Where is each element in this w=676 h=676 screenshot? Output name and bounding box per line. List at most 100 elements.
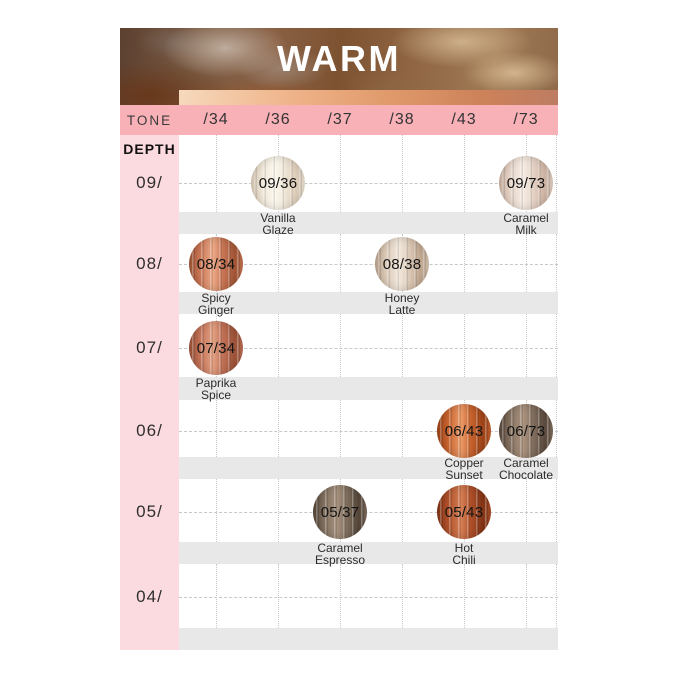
shade-swatch-06-73[interactable]: 06/73 [499,404,553,458]
depth-row-label: 05/ [136,502,163,521]
tone-column-label: /34 [203,111,229,128]
column-guide-dotted-line [340,564,341,628]
column-guide-dotted-line [340,135,341,212]
shade-name-band [179,292,558,314]
shade-name-line: Chili [452,552,476,567]
column-guide-dotted-line [216,564,217,628]
swatch-code-label: 08/38 [382,255,422,273]
column-guide-dotted-line [402,479,403,542]
shade-grid: 09/36 Vanilla Glaze 09/73 Caramel Milk 08/34 Sp… [179,135,558,650]
page-title: WARM [277,38,401,79]
swatch-code-label: 06/43 [444,422,484,440]
column-guide-dotted-line [526,564,527,628]
shade-name-label: Paprika Spice [168,376,264,402]
shade-swatch-05-43[interactable]: 05/43 [437,485,491,539]
shade-name-band [179,377,558,400]
shade-name-line: Caramel [317,541,363,555]
row-guide-dashed-line [179,597,558,598]
shade-name-line: Spice [200,387,232,402]
column-guide-dotted-line [402,564,403,628]
tone-row-label: TONE [126,112,173,128]
swatch-code-label: 05/43 [444,503,484,521]
swatch-code-label: 09/73 [506,174,546,192]
shade-name-band [179,212,558,234]
depth-column: DEPTH 09/08/07/06/05/04/ [120,135,179,650]
row-guide-dashed-line [179,348,558,349]
shade-swatch-09-73[interactable]: 09/73 [499,156,553,210]
shade-name-line: Espresso [314,552,366,567]
shade-swatch-06-43[interactable]: 06/43 [437,404,491,458]
column-guide-dotted-line [526,314,527,377]
row-guide-dashed-line [179,264,558,265]
column-guide-dotted-line [556,135,557,212]
column-guide-dotted-line [216,400,217,457]
shade-name-line: Chocolate [498,467,554,482]
column-guide-dotted-line [556,234,557,292]
tone-gradient-bar [179,90,558,105]
column-guide-dotted-line [556,564,557,628]
shade-swatch-08-38[interactable]: 08/38 [375,237,429,291]
shade-swatch-05-37[interactable]: 05/37 [313,485,367,539]
swatch-code-label: 07/34 [196,339,236,357]
column-guide-dotted-line [464,314,465,377]
shade-name-line: Spicy [201,291,231,305]
column-guide-dotted-line [464,135,465,212]
depth-row-label: 06/ [136,421,163,440]
tone-column-label: /73 [513,111,539,128]
column-guide-dotted-line [526,479,527,542]
column-guide-dotted-line [278,400,279,457]
column-guide-dotted-line [216,479,217,542]
depth-column-label: DEPTH [123,141,176,157]
swatch-code-label: 09/36 [258,174,298,192]
tone-header-row: TONE /34/36/37/38/43/73 [120,105,558,135]
column-guide-dotted-line [464,564,465,628]
column-guide-dotted-line [278,479,279,542]
tone-column-label: /43 [451,111,477,128]
shade-name-line: Latte [388,302,416,317]
shade-swatch-08-34[interactable]: 08/34 [189,237,243,291]
row-guide-dashed-line [179,183,558,184]
tone-column-label: /37 [327,111,353,128]
column-guide-dotted-line [526,234,527,292]
shade-name-label: Caramel Milk [478,211,574,236]
column-guide-dotted-line [402,314,403,377]
column-guide-dotted-line [216,135,217,212]
column-guide-dotted-line [402,135,403,212]
shade-name-line: Vanilla [260,211,296,225]
row-guide-dashed-line [179,512,558,513]
shade-name-label: Honey Latte [354,291,450,317]
column-guide-dotted-line [278,564,279,628]
shade-name-label: Spicy Ginger [168,291,264,317]
column-guide-dotted-line [278,234,279,292]
shade-swatch-07-34[interactable]: 07/34 [189,321,243,375]
column-guide-dotted-line [340,234,341,292]
column-guide-dotted-line [402,400,403,457]
shade-name-line: Honey [384,291,420,305]
swatch-code-label: 08/34 [196,255,236,273]
shade-name-label: Copper Sunset [416,457,512,482]
shade-name-line: Hot [454,541,474,555]
column-guide-dotted-line [556,479,557,542]
shade-name-label: Vanilla Glaze [230,211,326,237]
row-guide-dashed-line [179,431,558,432]
depth-row-label: 08/ [136,254,163,273]
swatch-code-label: 05/37 [320,503,360,521]
shade-name-band [179,628,558,650]
swatch-code-label: 06/73 [506,422,546,440]
column-guide-dotted-line [340,400,341,457]
shade-name-line: Sunset [445,467,483,482]
shade-name-band [179,542,558,564]
shade-swatch-09-36[interactable]: 09/36 [251,156,305,210]
shade-name-line: Ginger [197,302,235,317]
depth-row-label: 07/ [136,338,163,357]
shade-name-line: Glaze [262,222,294,237]
column-guide-dotted-line [340,314,341,377]
shade-name-line: Paprika [195,376,237,390]
shade-name-label: Hot Chili [416,541,512,567]
tone-column-label: /36 [265,111,291,128]
shade-name-line: Caramel [503,456,549,470]
shade-name-band [179,457,558,479]
shade-name-line: Caramel [503,211,549,225]
tone-column-label: /38 [389,111,415,128]
